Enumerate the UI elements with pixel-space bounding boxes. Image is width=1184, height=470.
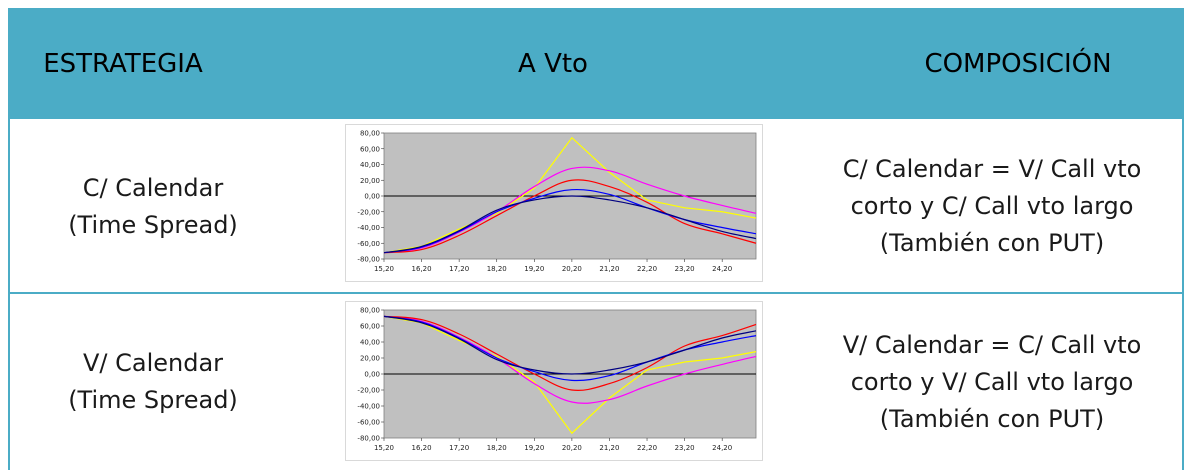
x-tick-label: 17,20: [449, 444, 469, 452]
composition-line: corto y C/ Call vto largo: [850, 192, 1134, 220]
composition-line: (También con PUT): [879, 229, 1105, 257]
series-line-4: [383, 188, 757, 254]
composition-line: V/ Calendar = C/ Call vto: [842, 330, 1142, 359]
header-strategy: ESTRATEGIA: [43, 48, 203, 79]
series-line-3: [383, 179, 757, 254]
y-tick-label: 20,00: [360, 177, 380, 185]
x-tick-label: 22,20: [637, 444, 657, 452]
series-line-2: [383, 166, 757, 254]
payoff-chart-1: 80,00 60,00 40,00 20,00 0,00 -20,00 -40,00 -60,…: [345, 124, 763, 282]
x-tick-label: 24,20: [712, 444, 732, 452]
payoff-chart-2-svg: 80,00 60,00 40,00 20,00 0,00 -20,00 -40,00 -60,…: [357, 307, 757, 452]
y-tick-label: 80,00: [360, 130, 380, 138]
grid-line-left: [8, 119, 10, 470]
y-tick-label: 20,00: [360, 355, 380, 363]
table-row-2-composition: V/ Calendar = C/ Call vto corto y V/ Cal…: [800, 294, 1184, 470]
x-tick-label: 16,20: [412, 265, 432, 273]
y-tick-label: -80,00: [357, 435, 380, 443]
header-expiry: A Vto: [518, 48, 588, 79]
table-row-2-strategy: V/ Calendar (Time Spread): [8, 294, 298, 470]
y-tick-label: 60,00: [360, 323, 380, 331]
table-row-1-strategy: C/ Calendar (Time Spread): [8, 121, 298, 292]
strategy-subtitle: (Time Spread): [68, 386, 238, 414]
x-tick-label: 16,20: [412, 444, 432, 452]
payoff-chart-1-svg: 80,00 60,00 40,00 20,00 0,00 -20,00 -40,00 -60,…: [357, 130, 757, 273]
x-tick-label: 22,20: [637, 265, 657, 273]
x-tick-label: 20,20: [562, 444, 582, 452]
y-tick-label: -60,00: [357, 419, 380, 427]
composition-line: corto y V/ Call vto largo: [850, 367, 1134, 396]
x-tick-label: 21,20: [599, 444, 619, 452]
strategy-subtitle: (Time Spread): [68, 210, 238, 239]
series-line-1: [383, 136, 757, 254]
table-header: ESTRATEGIA A Vto COMPOSICIÓN: [8, 8, 1184, 119]
x-tick-label: 20,20: [562, 265, 582, 273]
series-line-2: [383, 315, 757, 404]
x-tick-label: 18,20: [487, 265, 507, 273]
y-tick-label: -60,00: [357, 240, 380, 248]
series-line-4: [383, 315, 757, 382]
x-tick-label: 15,20: [374, 265, 394, 273]
x-tick-label: 19,20: [524, 265, 544, 273]
y-tick-label: -40,00: [357, 224, 380, 232]
y-tick-label: 0,00: [364, 193, 380, 201]
x-tick-label: 19,20: [524, 444, 544, 452]
grid-line-right: [1182, 119, 1184, 470]
composition-line: (También con PUT): [879, 404, 1105, 433]
header-composition: COMPOSICIÓN: [924, 48, 1112, 79]
y-tick-label: 40,00: [360, 339, 380, 347]
table-row-1-composition: C/ Calendar = V/ Call vto corto y C/ Cal…: [800, 121, 1184, 292]
y-tick-label: 80,00: [360, 307, 380, 315]
composition-line: C/ Calendar = V/ Call vto: [842, 155, 1142, 183]
x-tick-label: 18,20: [487, 444, 507, 452]
x-tick-label: 15,20: [374, 444, 394, 452]
series-line-1: [383, 315, 757, 435]
y-tick-label: -20,00: [357, 208, 380, 216]
x-tick-label: 21,20: [599, 265, 619, 273]
strategy-name: V/ Calendar: [82, 349, 224, 377]
payoff-chart-2: 80,00 60,00 40,00 20,00 0,00 -20,00 -40,00 -60,…: [345, 301, 763, 461]
x-tick-label: 24,20: [712, 265, 732, 273]
y-tick-label: 0,00: [364, 371, 380, 379]
y-tick-label: -80,00: [357, 256, 380, 264]
x-tick-label: 17,20: [449, 265, 469, 273]
x-tick-label: 23,20: [675, 265, 695, 273]
y-tick-label: 60,00: [360, 145, 380, 153]
series-line-5: [383, 315, 757, 375]
x-tick-label: 23,20: [675, 444, 695, 452]
y-tick-label: -20,00: [357, 387, 380, 395]
y-tick-label: 40,00: [360, 161, 380, 169]
y-tick-label: -40,00: [357, 403, 380, 411]
row-divider: [8, 292, 1184, 294]
strategy-name: C/ Calendar: [82, 173, 224, 202]
series-line-5: [383, 195, 757, 254]
series-line-3: [383, 315, 757, 391]
